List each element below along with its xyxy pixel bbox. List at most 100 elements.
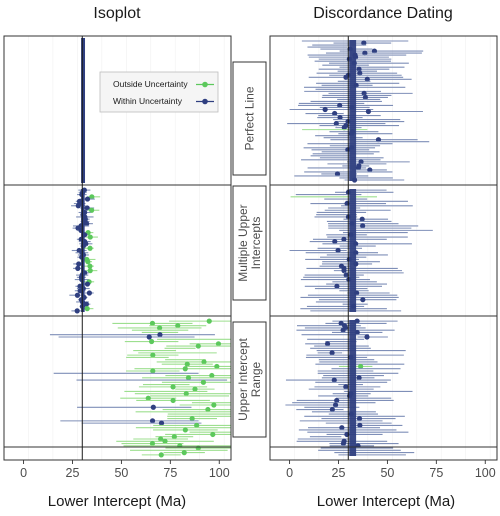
- estimate-point: [182, 366, 188, 372]
- estimate-point: [158, 452, 164, 458]
- estimate-band: [81, 189, 85, 312]
- facet-data-3: [285, 318, 415, 456]
- estimate-point: [357, 70, 363, 76]
- estimate-point: [332, 110, 338, 117]
- x-tick-label: 25: [66, 466, 80, 480]
- estimate-point: [157, 325, 163, 331]
- estimate-point: [75, 265, 81, 271]
- facet-label-line: Perfect Line: [243, 86, 257, 150]
- estimate-point: [337, 102, 343, 109]
- estimate-point: [343, 384, 349, 390]
- estimate-point: [150, 352, 156, 358]
- facet-data-1: [81, 38, 86, 183]
- estimate-band: [81, 38, 86, 183]
- legend-point-within: [202, 98, 208, 105]
- facet-data-2: [289, 189, 433, 312]
- estimate-point: [84, 306, 90, 312]
- facet-label-line: Multiple Upper: [236, 204, 250, 281]
- estimate-point: [340, 440, 347, 447]
- estimate-point: [360, 223, 366, 229]
- estimate-point: [201, 359, 207, 365]
- estimate-point: [358, 159, 364, 165]
- estimate-point: [148, 338, 155, 345]
- estimate-point: [146, 334, 152, 340]
- estimate-point: [331, 377, 337, 383]
- estimate-point: [145, 395, 151, 401]
- facet-label-line: Upper Intercept: [236, 337, 250, 420]
- estimate-point: [74, 292, 81, 298]
- estimate-point: [333, 120, 339, 127]
- facet-strip: [232, 321, 267, 438]
- estimate-point: [162, 438, 168, 444]
- estimate-band: [349, 40, 357, 181]
- estimate-point: [210, 431, 216, 438]
- panel-title-left: Isoplot: [93, 5, 141, 22]
- facet-strips: Perfect Line Multiple UpperIntercepts Uppe…: [232, 61, 267, 438]
- estimate-point: [195, 343, 201, 349]
- estimate-point: [170, 397, 176, 404]
- estimate-point: [322, 106, 328, 113]
- estimate-point: [87, 245, 93, 251]
- estimate-point: [84, 196, 91, 202]
- estimate-point: [181, 450, 187, 456]
- panel-border: [3, 35, 232, 461]
- estimate-point: [86, 290, 92, 296]
- panel-background: [270, 36, 497, 460]
- estimate-point: [214, 363, 220, 370]
- estimate-point: [375, 137, 382, 143]
- estimate-point: [334, 171, 341, 177]
- estimate-point: [83, 301, 90, 307]
- x-tick-label: 75: [163, 466, 177, 480]
- estimate-point: [364, 76, 370, 82]
- estimate-point: [149, 418, 156, 424]
- facet-strip: [232, 185, 267, 301]
- estimate-point: [343, 74, 349, 80]
- x-tick-label: 50: [380, 466, 394, 480]
- estimate-point: [361, 40, 367, 46]
- estimate-point: [367, 167, 373, 173]
- estimate-point: [362, 94, 368, 101]
- estimate-point: [364, 334, 370, 340]
- x-tick-label: 0: [20, 466, 27, 480]
- estimate-point: [182, 427, 188, 433]
- estimate-point: [192, 386, 198, 392]
- estimate-point: [84, 205, 90, 211]
- estimate-point: [332, 402, 339, 408]
- estimate-point: [205, 406, 211, 413]
- estimate-point: [183, 391, 189, 397]
- legend-label-within: Within Uncertainty: [113, 96, 183, 106]
- estimate-point: [189, 416, 195, 422]
- legend: Outside Uncertainty Within Uncertainty: [99, 71, 219, 113]
- estimate-point: [362, 50, 368, 56]
- estimate-point: [211, 402, 217, 408]
- estimate-point: [200, 379, 207, 385]
- x-tick-label: 0: [286, 466, 293, 480]
- estimate-point: [360, 297, 366, 303]
- estimate-point: [185, 375, 192, 381]
- estimate-point: [341, 268, 347, 274]
- x-tick-label: 75: [429, 466, 443, 480]
- estimate-point: [341, 236, 347, 242]
- x-tick-label: 50: [114, 466, 128, 480]
- estimate-point: [87, 268, 93, 274]
- estimate-point: [158, 436, 164, 442]
- estimate-point: [215, 341, 222, 347]
- estimate-point: [209, 372, 215, 379]
- estimate-point: [359, 216, 365, 222]
- x-tick-label: 100: [209, 466, 230, 480]
- x-axis-label-right: Lower Intercept (Ma): [317, 493, 455, 510]
- estimate-point: [329, 350, 335, 356]
- estimate-point: [356, 66, 362, 72]
- estimate-point: [149, 320, 156, 326]
- estimate-point: [355, 165, 361, 171]
- estimate-band: [349, 189, 357, 312]
- x-tick-label: 25: [332, 466, 346, 480]
- legend-box: [99, 71, 219, 113]
- estimate-point: [357, 422, 363, 428]
- estimate-point: [85, 259, 91, 265]
- estimate-point: [184, 361, 190, 367]
- estimate-point: [358, 363, 364, 370]
- estimate-point: [341, 125, 347, 131]
- facet-label-line: Range: [249, 362, 263, 398]
